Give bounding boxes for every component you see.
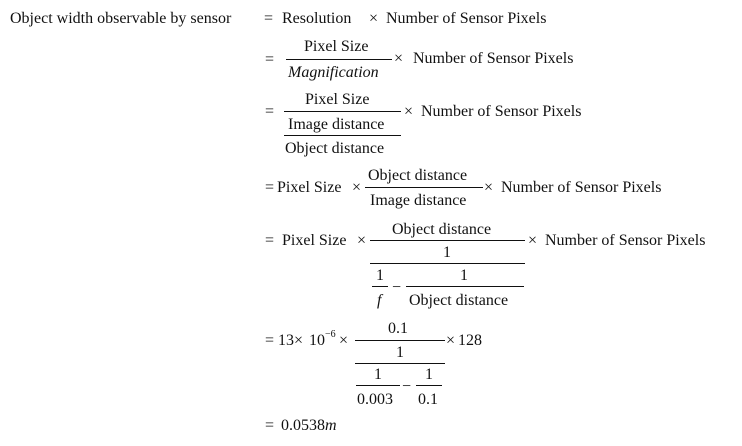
times-sign: × (394, 50, 404, 67)
outer-fraction-bar (370, 240, 525, 241)
result-number: 0.0538 (281, 417, 325, 434)
sensor-pixels-term: Number of Sensor Pixels (421, 103, 582, 120)
outer-fraction-bar (355, 340, 445, 341)
equals-sign: = (265, 103, 275, 120)
reciprocal-one: 1 (374, 366, 382, 383)
denominator-value: 0.1 (418, 391, 438, 408)
fraction-numerator: 0.1 (388, 320, 408, 337)
fraction-numerator: Pixel Size (304, 38, 369, 55)
fraction-denominator: Image distance (370, 192, 467, 209)
times-sign: × (369, 10, 379, 27)
fraction-bar (365, 187, 483, 188)
fraction-numerator: Object distance (368, 167, 468, 184)
equals-sign: = (265, 332, 275, 349)
inner-denominator: Object distance (285, 140, 385, 157)
exponent: −6 (325, 328, 336, 340)
reciprocal-one: 1 (460, 267, 468, 284)
equals-sign: = (265, 417, 275, 434)
inner-numerator: Image distance (288, 116, 385, 133)
times-sign: × (352, 179, 362, 196)
object-distance-term: Object distance (409, 292, 509, 309)
reciprocal-one: 1 (425, 366, 433, 383)
reciprocal-bar (416, 385, 442, 386)
reciprocal-bar (356, 385, 400, 386)
inner-one: 1 (443, 244, 451, 261)
times-sign: × (404, 103, 414, 120)
times-sign: × (484, 179, 494, 196)
minus-sign: − (392, 279, 402, 296)
pixel-size-term: Pixel Size (282, 232, 347, 249)
reciprocal-one: 1 (376, 267, 384, 284)
inner-one: 1 (396, 344, 404, 361)
times-sign: × (528, 232, 538, 249)
power-base: 10 (309, 332, 325, 349)
sensor-pixels-term: Number of Sensor Pixels (545, 232, 706, 249)
reciprocal-bar (372, 286, 388, 287)
equals-sign: = (264, 10, 274, 27)
fraction-bar (286, 59, 392, 60)
lhs-label: Object width observable by sensor (10, 10, 232, 27)
equals-sign: = (265, 232, 275, 249)
times-sign: × (294, 332, 304, 349)
minus-sign: − (402, 378, 412, 395)
outer-fraction-bar (284, 111, 401, 112)
times-sign: × (446, 332, 456, 349)
inner-fraction-bar (284, 135, 401, 136)
sensor-pixels-term: Number of Sensor Pixels (413, 50, 574, 67)
result-value: 0.0538m (281, 418, 337, 434)
pixel-count: 128 (458, 332, 482, 349)
inner-fraction-bar (370, 263, 525, 264)
resolution-term: Resolution (282, 10, 352, 27)
reciprocal-bar (406, 286, 524, 287)
result-unit: m (325, 417, 337, 434)
focal-length-symbol: f (377, 292, 382, 309)
equals-sign: = (265, 179, 275, 196)
fraction-numerator: Object distance (392, 221, 492, 238)
sensor-pixels-term: Number of Sensor Pixels (386, 10, 547, 27)
inner-fraction-bar (355, 363, 445, 364)
times-sign: × (339, 332, 349, 349)
fraction-numerator: Pixel Size (305, 91, 370, 108)
times-sign: × (357, 232, 367, 249)
pixel-size-term: Pixel Size (277, 179, 342, 196)
power-of-ten: 10−6 (309, 329, 336, 349)
denominator-value: 0.003 (357, 391, 393, 408)
equals-sign: = (265, 51, 275, 68)
fraction-denominator: Magnification (288, 64, 379, 81)
sensor-pixels-term: Number of Sensor Pixels (501, 179, 662, 196)
coefficient: 13 (278, 332, 294, 349)
